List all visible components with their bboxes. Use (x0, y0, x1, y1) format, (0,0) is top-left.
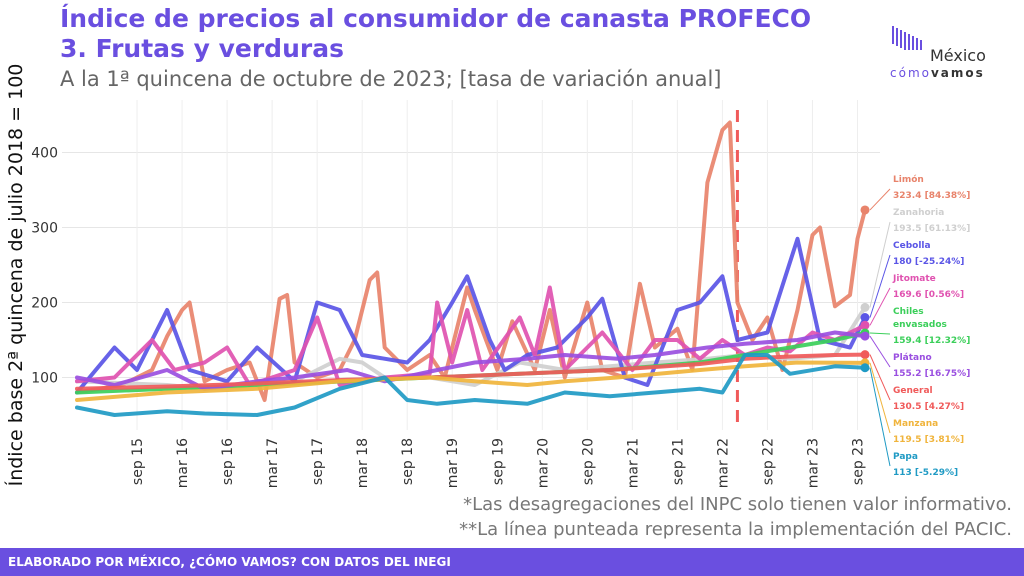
series-label-value: 169.6 [0.56%] (893, 290, 964, 300)
x-tick-label: mar 16 (175, 438, 191, 488)
series-line (75, 352, 867, 391)
series-label-value: 155.2 [16.75%] (893, 369, 970, 379)
series-line (75, 285, 867, 387)
y-axis-label: Índice base 2ª quincena de julio 2018 = … (4, 64, 27, 487)
series-label-name: Cebolla (893, 241, 931, 251)
x-tick-label: sep 22 (760, 438, 776, 485)
series-line (75, 120, 867, 402)
series-end-point (860, 205, 870, 215)
series-line (75, 360, 867, 402)
series-end-point (860, 313, 870, 322)
label-connector (869, 362, 891, 434)
series-lines (75, 120, 870, 417)
series-end-point (860, 302, 870, 312)
series-label-value: 113 [-5.29%] (893, 468, 958, 478)
line-chart: sep 15 mar 16 sep 16 mar 17 sep 17 mar 18 sep … (4, 64, 970, 489)
x-tick-label: mar 23 (805, 438, 821, 488)
note-1: *Las desagregaciones del INPC solo tiene… (463, 494, 1012, 515)
label-connector (869, 354, 891, 401)
y-tick-label: 300 (31, 221, 58, 237)
x-axis: sep 15 mar 16 sep 16 mar 17 sep 17 mar 18 sep … (130, 438, 866, 488)
label-connector (869, 367, 891, 467)
chart-title: Índice de precios al consumidor de canas… (60, 4, 811, 64)
series-end-point (860, 331, 870, 341)
x-tick-label: sep 19 (490, 438, 506, 485)
x-tick-label: sep 17 (310, 438, 326, 485)
x-tick-label: sep 20 (580, 438, 596, 485)
x-tick-label: mar 18 (355, 438, 371, 488)
series-label-name: Zanahoria (893, 208, 944, 218)
series-end-point (860, 320, 870, 330)
x-tick-label: sep 15 (130, 438, 146, 485)
series-label-value: 193.5 [61.13%] (893, 224, 970, 234)
y-tick-label: 400 (31, 146, 58, 162)
series-label-name: envasados (893, 320, 947, 330)
label-connector (869, 188, 891, 211)
label-connector (869, 287, 891, 326)
series-label-name: Jitomate (892, 274, 936, 284)
series-line (75, 353, 867, 417)
series-label-name: Limón (893, 174, 924, 185)
series-label-value: 130.5 [4.27%] (893, 402, 964, 412)
x-tick-label: sep 21 (670, 438, 686, 485)
series-label-value: 180 [-25.24%] (893, 257, 964, 267)
x-tick-label: mar 17 (265, 438, 281, 488)
title-line1: Índice de precios al consumidor de canas… (60, 4, 812, 33)
y-tick-label: 200 (31, 296, 58, 312)
x-tick-label: mar 19 (445, 438, 461, 488)
x-tick-label: mar 20 (535, 438, 551, 488)
logo-name: México (930, 46, 986, 65)
title-line2: 3. Frutas y verduras (60, 34, 344, 63)
series-label-value: 159.4 [12.32%] (893, 336, 970, 346)
y-tick-label: 100 (31, 371, 58, 387)
x-tick-label: sep 23 (850, 438, 866, 485)
chart-subtitle: A la 1ª quincena de octubre de 2023; [ta… (60, 67, 722, 91)
x-tick-label: sep 16 (220, 438, 236, 485)
notes: *Las desagregaciones del INPC solo tiene… (459, 492, 1012, 542)
series-end-point (860, 350, 870, 360)
x-tick-label: mar 22 (715, 438, 731, 488)
label-connector (869, 221, 891, 308)
logo-tagline: cómovamos (890, 66, 985, 80)
series-label-name: General (893, 386, 933, 396)
series-label-value: 119.5 [3.81%] (893, 435, 964, 445)
note-2: **La línea punteada representa la implem… (459, 519, 1012, 540)
series-end-point (860, 363, 870, 373)
x-tick-label: sep 18 (400, 438, 416, 485)
label-connector (869, 254, 891, 318)
y-axis: 100 200 300 400 (31, 146, 58, 387)
logo-icon (892, 26, 922, 50)
series-label-name: Plátano (893, 353, 932, 363)
footer-text: ELABORADO POR MÉXICO, ¿CÓMO VAMOS? CON D… (8, 555, 451, 569)
series-line (75, 236, 867, 395)
series-label-name: Chiles (893, 307, 924, 317)
x-tick-label: mar 21 (625, 438, 641, 488)
label-connector (869, 332, 891, 335)
end-labels: Limón 323.4 [84.38%] Zanahoria 193.5 [61.13… (869, 174, 970, 478)
series-label-name: Manzana (893, 419, 938, 429)
series-line (75, 330, 867, 391)
label-connector (869, 335, 891, 368)
footer-bar: ELABORADO POR MÉXICO, ¿CÓMO VAMOS? CON D… (0, 548, 1024, 576)
series-label-value: 323.4 [84.38%] (893, 191, 970, 201)
series-label-name: Papa (893, 452, 918, 462)
